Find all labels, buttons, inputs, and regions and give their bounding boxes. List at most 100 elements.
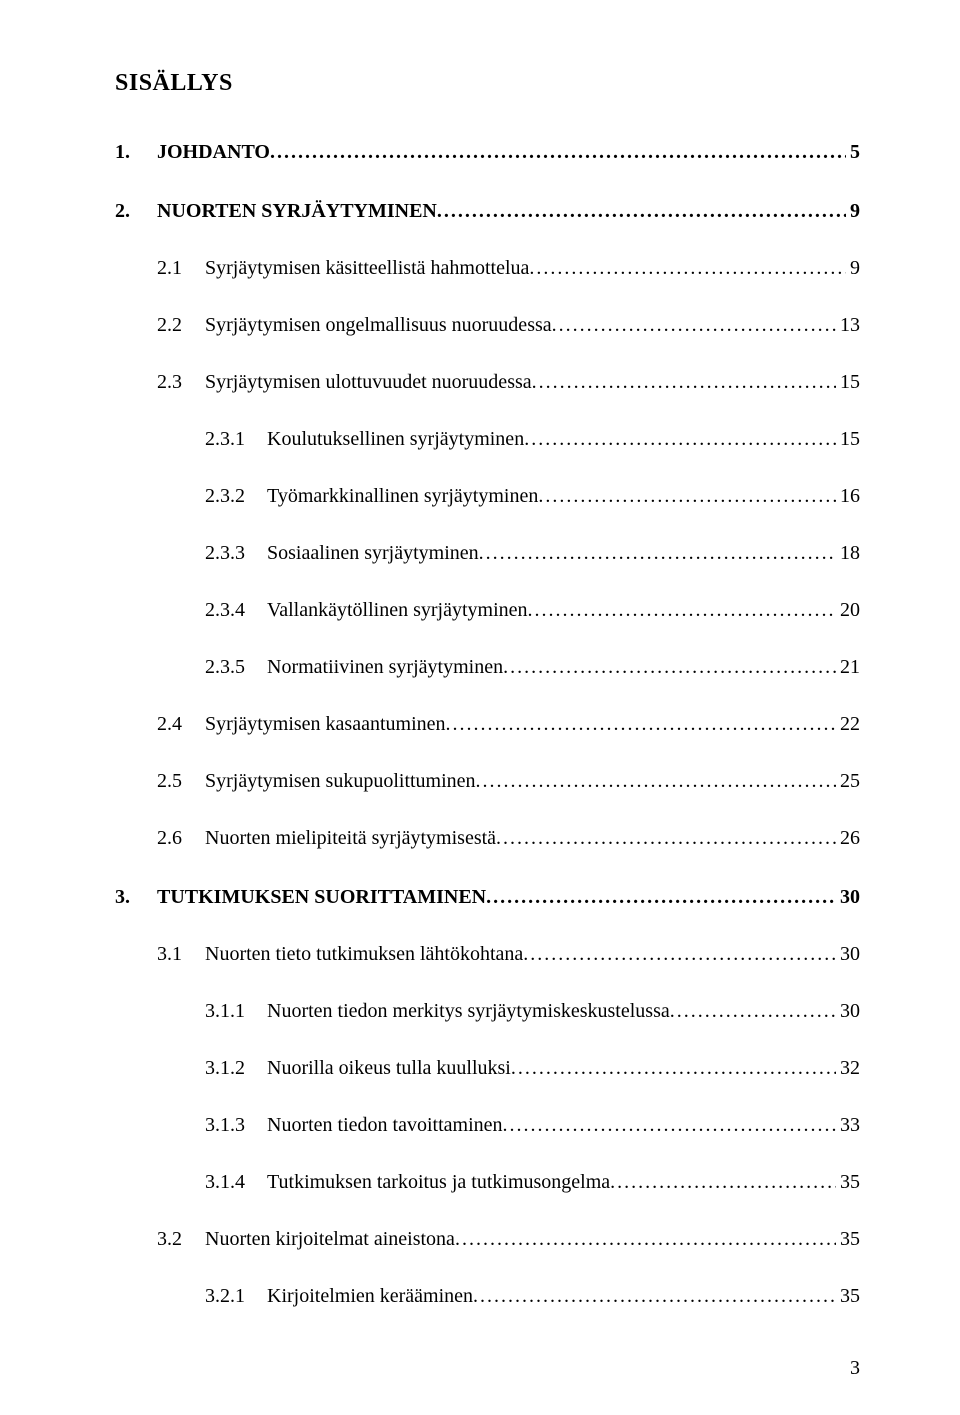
toc-entry: 2.3.3Sosiaalinen syrjäytyminen 18 (115, 542, 860, 565)
toc-entry-leader (610, 1171, 836, 1194)
toc-entry-page: 5 (846, 141, 860, 164)
toc-entry-page: 30 (836, 1000, 860, 1023)
toc-entry: 2.3.4Vallankäytöllinen syrjäytyminen 20 (115, 599, 860, 622)
toc-entry-number: 2.5 (157, 770, 205, 793)
toc-entry: 2.1Syrjäytymisen käsitteellistä hahmotte… (115, 257, 860, 280)
toc-entry: 3.1.2Nuorilla oikeus tulla kuulluksi 32 (115, 1057, 860, 1080)
toc-entry: 3.2.1Kirjoitelmien kerääminen 35 (115, 1285, 860, 1308)
toc-entry-leader (538, 485, 836, 508)
toc-entry-page: 35 (836, 1171, 860, 1194)
toc-entry-page: 15 (836, 371, 860, 394)
toc-entry-leader (528, 599, 837, 622)
toc-entry-label: Tutkimuksen tarkoitus ja tutkimusongelma (267, 1171, 610, 1194)
toc-entry-page: 35 (836, 1228, 860, 1251)
toc-entry-number: 2.6 (157, 827, 205, 850)
toc-entry: 2.2Syrjäytymisen ongelmallisuus nuoruude… (115, 314, 860, 337)
toc-entry: 2.3.1Koulutuksellinen syrjäytyminen 15 (115, 428, 860, 451)
toc-entry-label: Työmarkkinallinen syrjäytyminen (267, 485, 538, 508)
toc-entry-label: Nuorten tiedon merkitys syrjäytymiskesku… (267, 1000, 670, 1023)
toc-entry-number: 3.1.4 (205, 1171, 267, 1194)
toc-entry-number: 2.3.1 (205, 428, 267, 451)
toc-entry-number: 2.3.2 (205, 485, 267, 508)
toc-entry-number: 1. (115, 141, 157, 164)
toc-entry-number: 3.1.1 (205, 1000, 267, 1023)
toc-entry-number: 3.2.1 (205, 1285, 267, 1308)
toc-entry-number: 2.3 (157, 371, 205, 394)
toc-entry-leader (503, 1114, 837, 1137)
toc-entry-label: Normatiivinen syrjäytyminen (267, 656, 503, 679)
toc-entry-leader (503, 656, 836, 679)
toc-entry-leader (496, 827, 836, 850)
toc-entry-label: Syrjäytymisen ulottuvuudet nuoruudessa (205, 371, 532, 394)
toc-entry-label: Nuorten mielipiteitä syrjäytymisestä (205, 827, 496, 850)
toc-entry-page: 30 (836, 943, 860, 966)
toc-entry-page: 15 (836, 428, 860, 451)
toc-entry-label: Sosiaalinen syrjäytyminen (267, 542, 479, 565)
toc-entry-number: 3. (115, 886, 157, 909)
toc-entry-label: Koulutuksellinen syrjäytyminen (267, 428, 524, 451)
toc-entry-page: 26 (836, 827, 860, 850)
toc-entry-label: NUORTEN SYRJÄYTYMINEN (157, 200, 437, 223)
toc-entry: 2.5Syrjäytymisen sukupuolittuminen 25 (115, 770, 860, 793)
toc-entry: 2.3.5Normatiivinen syrjäytyminen 21 (115, 656, 860, 679)
toc-entry-page: 35 (836, 1285, 860, 1308)
toc-entry-leader (473, 1285, 836, 1308)
toc-entry-page: 9 (846, 257, 860, 280)
toc-entry-number: 2.3.4 (205, 599, 267, 622)
toc-entry: 2.3.2Työmarkkinallinen syrjäytyminen 16 (115, 485, 860, 508)
toc-entry-number: 3.1 (157, 943, 205, 966)
toc-entry-label: Syrjäytymisen käsitteellistä hahmottelua (205, 257, 529, 280)
toc-entry-label: Vallankäytöllinen syrjäytyminen (267, 599, 528, 622)
toc-entry-leader (524, 428, 836, 451)
toc-entry-number: 2.1 (157, 257, 205, 280)
toc-entry: 3.1.3Nuorten tiedon tavoittaminen 33 (115, 1114, 860, 1137)
toc-entry: 3.1Nuorten tieto tutkimuksen lähtökohtan… (115, 943, 860, 966)
toc-entry-number: 3.2 (157, 1228, 205, 1251)
page-number: 3 (850, 1357, 860, 1380)
toc-entry-page: 9 (846, 200, 860, 223)
toc-entry-leader (437, 200, 846, 223)
toc-entry-page: 16 (836, 485, 860, 508)
toc-entry-leader (476, 770, 836, 793)
toc-entry: 2.NUORTEN SYRJÄYTYMINEN 9 (115, 200, 860, 223)
toc-entry-number: 2.4 (157, 713, 205, 736)
toc-entry-page: 30 (836, 886, 860, 909)
toc-entry-leader (446, 713, 836, 736)
toc-entry-leader (532, 371, 836, 394)
toc-entry-page: 33 (836, 1114, 860, 1137)
toc-entry-leader (479, 542, 836, 565)
toc-entry-number: 2.2 (157, 314, 205, 337)
toc-entry: 2.6Nuorten mielipiteitä syrjäytymisestä … (115, 827, 860, 850)
toc-entry: 2.3Syrjäytymisen ulottuvuudet nuoruudess… (115, 371, 860, 394)
toc-entry-leader (486, 886, 836, 909)
toc-entry-label: Syrjäytymisen ongelmallisuus nuoruudessa (205, 314, 552, 337)
toc-entry-leader (529, 257, 846, 280)
toc-entry-page: 22 (836, 713, 860, 736)
toc-entry: 3.1.4Tutkimuksen tarkoitus ja tutkimuson… (115, 1171, 860, 1194)
toc-entry-label: Nuorten tieto tutkimuksen lähtökohtana (205, 943, 523, 966)
toc-entry-number: 3.1.3 (205, 1114, 267, 1137)
toc-title: SISÄLLYS (115, 70, 860, 97)
toc-entry-label: Nuorten tiedon tavoittaminen (267, 1114, 503, 1137)
toc-entry-leader (523, 943, 836, 966)
toc-entry-label: Syrjäytymisen kasaantuminen (205, 713, 446, 736)
toc-entry-number: 2. (115, 200, 157, 223)
toc-entry: 1.JOHDANTO 5 (115, 141, 860, 164)
toc-entry-page: 20 (836, 599, 860, 622)
toc-entry-label: Syrjäytymisen sukupuolittuminen (205, 770, 476, 793)
toc-entry-number: 2.3.3 (205, 542, 267, 565)
toc-entry-label: Kirjoitelmien kerääminen (267, 1285, 473, 1308)
toc-entry-leader (670, 1000, 836, 1023)
toc-entry-leader (455, 1228, 836, 1251)
toc-entry-leader (552, 314, 836, 337)
toc-entry: 3.1.1Nuorten tiedon merkitys syrjäytymis… (115, 1000, 860, 1023)
toc-entry-leader (270, 141, 846, 164)
toc-entry: 3.TUTKIMUKSEN SUORITTAMINEN 30 (115, 886, 860, 909)
toc-entry: 3.2Nuorten kirjoitelmat aineistona 35 (115, 1228, 860, 1251)
toc-entry-page: 13 (836, 314, 860, 337)
toc-entry-label: Nuorilla oikeus tulla kuulluksi (267, 1057, 511, 1080)
toc-entry-label: JOHDANTO (157, 141, 270, 164)
toc-entry-number: 3.1.2 (205, 1057, 267, 1080)
toc-list: 1.JOHDANTO 52.NUORTEN SYRJÄYTYMINEN 92.1… (115, 141, 860, 1308)
toc-entry-label: TUTKIMUKSEN SUORITTAMINEN (157, 886, 486, 909)
